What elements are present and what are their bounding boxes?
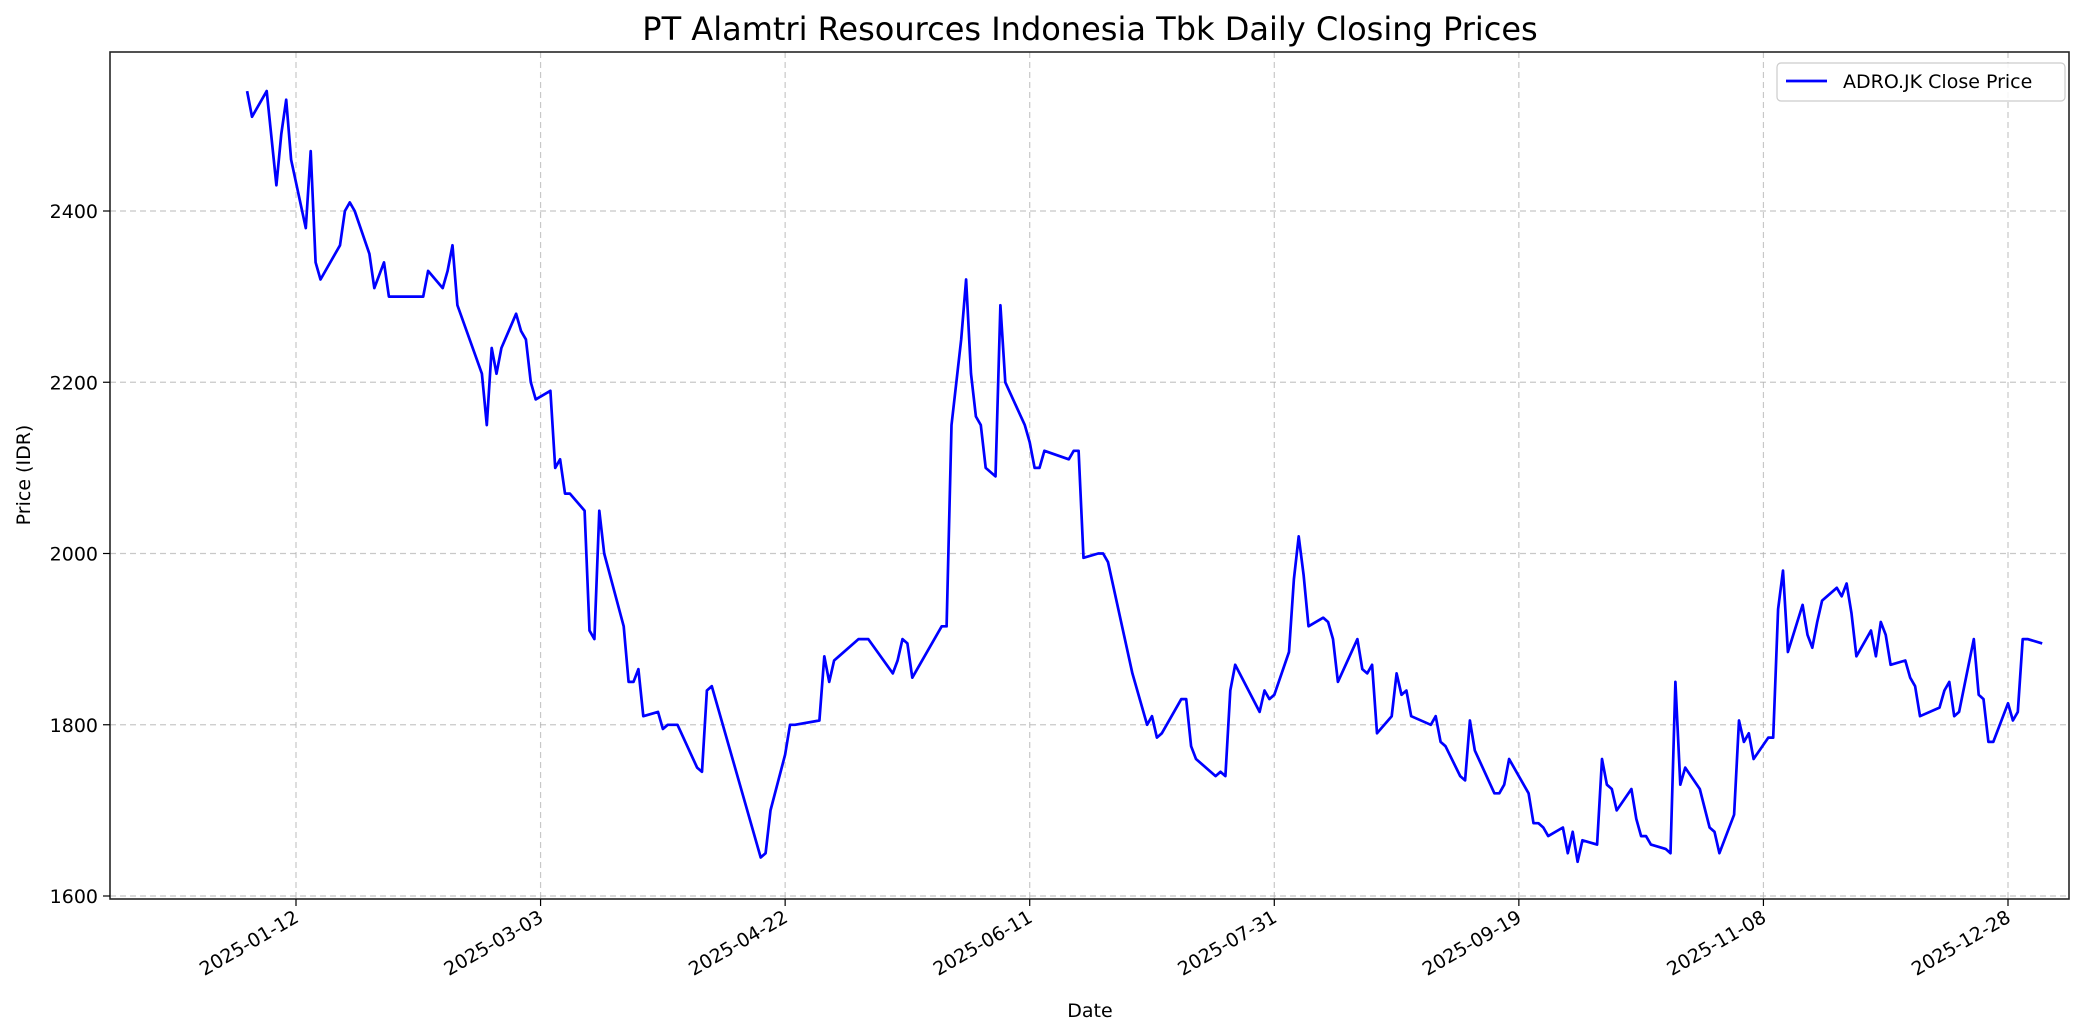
legend: ADRO.JK Close Price (1776, 62, 2066, 102)
y-tick-label: 1800 (50, 715, 98, 737)
y-axis-ticks: 1600 1800 2000 2200 2400 (50, 201, 110, 908)
y-tick-label: 1600 (50, 886, 98, 908)
legend-label: ADRO.JK Close Price (1843, 71, 2032, 93)
y-axis-label: Price (IDR) (13, 425, 35, 526)
plot-frame (109, 51, 2070, 900)
chart-title: PT Alamtri Resources Indonesia Tbk Daily… (642, 10, 1537, 48)
y-tick-label: 2000 (50, 544, 98, 566)
y-tick-label: 2400 (50, 201, 98, 223)
price-line (245, 89, 2043, 864)
y-tick-label: 2200 (50, 372, 98, 394)
x-axis-label: Date (1067, 1000, 1112, 1022)
legend-box (1776, 62, 2066, 102)
data-series (245, 89, 2043, 864)
